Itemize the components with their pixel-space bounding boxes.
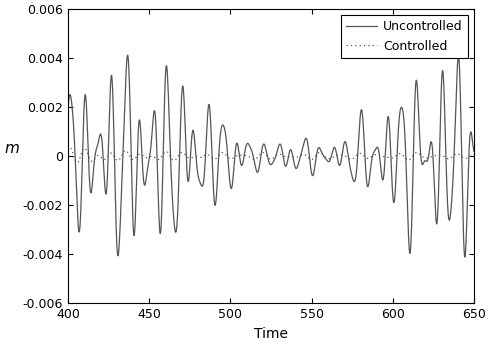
Controlled xyxy=(368,155,374,159)
Uncontrolled xyxy=(139,149,145,153)
Uncontrolled xyxy=(462,255,468,259)
Uncontrolled xyxy=(368,164,374,168)
Uncontrolled xyxy=(124,53,130,57)
Line: Controlled: Controlled xyxy=(68,148,474,163)
Controlled xyxy=(74,161,80,165)
Y-axis label: m: m xyxy=(4,141,19,156)
X-axis label: Time: Time xyxy=(254,327,288,341)
Controlled xyxy=(471,152,477,157)
Controlled xyxy=(67,146,73,150)
Controlled xyxy=(65,148,71,152)
Controlled xyxy=(220,151,226,155)
Uncontrolled xyxy=(309,171,315,175)
Uncontrolled xyxy=(65,108,71,112)
Uncontrolled xyxy=(329,151,335,156)
Line: Uncontrolled: Uncontrolled xyxy=(68,55,474,257)
Legend: Uncontrolled, Controlled: Uncontrolled, Controlled xyxy=(341,16,467,58)
Uncontrolled xyxy=(471,149,477,153)
Controlled xyxy=(329,156,335,160)
Controlled xyxy=(399,152,405,156)
Controlled xyxy=(309,157,315,161)
Uncontrolled xyxy=(399,105,405,109)
Controlled xyxy=(139,152,145,157)
Uncontrolled xyxy=(220,123,226,127)
